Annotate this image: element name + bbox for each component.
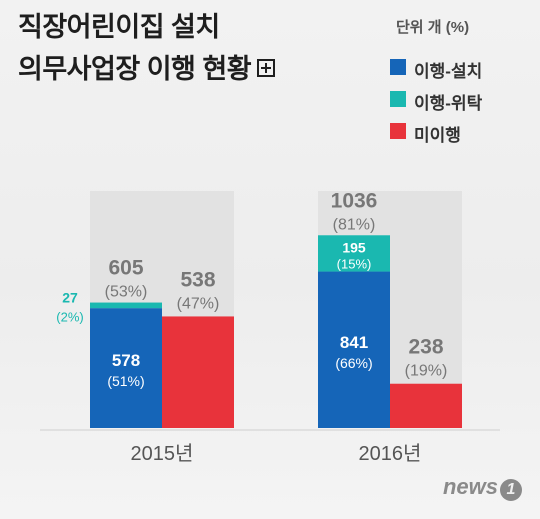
logo-badge: 1 (500, 479, 522, 501)
label-implemented-pct: (81%) (333, 216, 376, 233)
chart-icon (257, 59, 276, 77)
label-not-implemented-value: 238 (408, 336, 443, 359)
label-consign-pct: (2%) (56, 310, 83, 325)
label-consign-pct: (15%) (337, 256, 372, 271)
legend-swatch-not-implemented (390, 123, 406, 139)
label-not-implemented-pct: (19%) (405, 363, 448, 380)
label-implemented-total: 605 (108, 257, 143, 280)
legend-label-install: 이행-설치 (414, 62, 483, 81)
label-consign-value: 195 (342, 239, 366, 255)
label-install-pct: (51%) (107, 373, 144, 389)
label-implemented-pct: (53%) (105, 284, 148, 301)
label-install-value: 578 (112, 351, 140, 370)
bar-not-implemented (390, 383, 462, 428)
bar-consign (318, 235, 390, 272)
legend-swatch-consign (390, 91, 406, 107)
chart-title-line1: 직장어린이집 설치 (18, 12, 220, 42)
chart-title-line2: 의무사업장 이행 현황 (18, 54, 276, 84)
category-label: 2015년 (131, 442, 194, 465)
bar-not-implemented (162, 316, 234, 428)
category-label: 2016년 (359, 442, 422, 465)
legend-swatch-install (390, 59, 406, 75)
logo-text: news (442, 474, 498, 499)
label-install-value: 841 (340, 333, 368, 352)
legend-label-not-implemented: 미이행 (414, 126, 461, 145)
label-not-implemented-pct: (47%) (177, 295, 220, 312)
bar-consign (90, 302, 162, 309)
news1-logo: news 1 (443, 474, 522, 501)
bar-install (90, 308, 162, 428)
bar-install (318, 271, 390, 428)
legend-label-consign: 이행-위탁 (414, 94, 483, 113)
label-consign-value: 27 (62, 290, 78, 306)
label-not-implemented-value: 538 (180, 268, 215, 291)
label-implemented-total: 1036 (331, 189, 378, 212)
label-install-pct: (66%) (335, 355, 372, 371)
unit-label: 단위 개 (%) (396, 19, 470, 36)
chart-title-line2-text: 의무사업장 이행 현황 (18, 54, 252, 84)
